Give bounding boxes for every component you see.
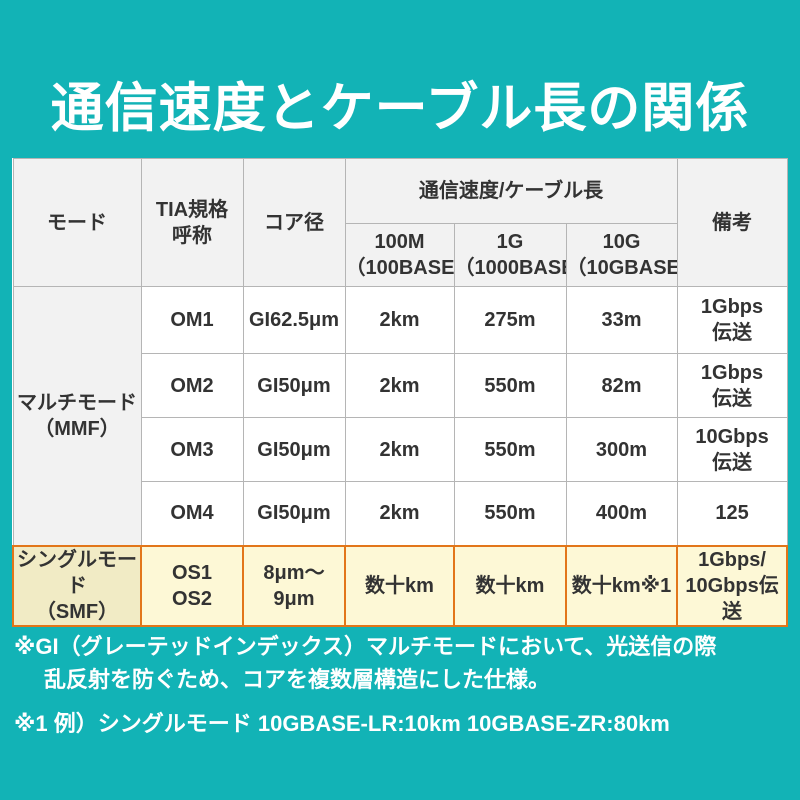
om2-core-cell: GI50μm — [242, 353, 346, 418]
footnote-gi-line1: ※GI（グレーテッドインデックス）マルチモードにおいて、光送信の際 — [14, 634, 717, 659]
page-title: 通信速度とケーブル長の関係 — [50, 79, 750, 138]
header-row-sub: 100M （100BASE） 1G （1000BASE） 10G （10GBAS… — [13, 223, 787, 287]
header-mode: モード — [12, 158, 142, 287]
table-row-singlemode: シングルモード （SMF） OS1 OS2 8μm～ 9μm 数十km 数十km… — [12, 544, 789, 627]
table-row-om4: OM4 GI50μm 2km 550m 400m 125 — [13, 481, 788, 546]
header-speed-cable-length-group: 通信速度/ケーブル長 — [344, 158, 678, 224]
om4-10g-cell: 400m — [565, 481, 678, 546]
footnote-ref1: ※1 例）シングルモード 10GBASE-LR:10km 10GBASE-ZR:… — [14, 711, 670, 736]
om2-remarks-cell: 1Gbps 伝送 — [676, 353, 788, 418]
om1-core-cell: GI62.5μm — [242, 286, 346, 354]
smf-100m-cell: 数十km — [344, 544, 455, 627]
om1-1g-cell: 275m — [453, 286, 567, 354]
smf-tia-cell: OS1 OS2 — [140, 544, 244, 627]
smf-10g-cell: 数十km※1 — [564, 544, 679, 627]
multimode-label-cell: マルチモード （MMF） — [12, 286, 142, 546]
footnote-gi: ※GI（グレーテッドインデックス）マルチモードにおいて、光送信の際乱反射を防ぐた… — [14, 630, 790, 696]
om3-100m-cell: 2km — [344, 417, 455, 482]
header-remarks: 備考 — [676, 158, 788, 287]
header-1g-1000base: 1G （1000BASE） — [453, 223, 567, 287]
om2-100m-cell: 2km — [344, 353, 455, 418]
smf-remarks-cell: 1Gbps/ 10Gbps伝送 — [676, 544, 789, 627]
header-10g-10gbase: 10G （10GBASE） — [565, 223, 678, 287]
om3-1g-cell: 550m — [453, 417, 567, 482]
om3-10g-cell: 300m — [565, 417, 678, 482]
om2-1g-cell: 550m — [453, 353, 567, 418]
speed-cable-length-table: モード TIA規格 呼称 コア径 通信速度/ケーブル長 備考 100M （100… — [12, 158, 789, 627]
table-row-om1: マルチモード （MMF） OM1 GI62.5μm 2km 275m 33m 1… — [12, 286, 788, 546]
smf-1g-cell: 数十km — [453, 544, 567, 627]
om1-remarks-cell: 1Gbps 伝送 — [676, 286, 788, 354]
om1-100m-cell: 2km — [344, 286, 455, 354]
om4-remarks-cell: 125 — [676, 481, 788, 546]
singlemode-label-cell: シングルモード （SMF） — [12, 544, 142, 627]
om4-core-cell: GI50μm — [242, 481, 346, 546]
smf-core-cell: 8μm～ 9μm — [242, 544, 346, 627]
header-row-top: モード TIA規格 呼称 コア径 通信速度/ケーブル長 備考 — [12, 158, 788, 287]
om4-100m-cell: 2km — [344, 481, 455, 546]
om2-tia-cell: OM2 — [140, 353, 244, 418]
om4-1g-cell: 550m — [453, 481, 567, 546]
om3-remarks-cell: 10Gbps 伝送 — [676, 417, 788, 482]
om2-10g-cell: 82m — [565, 353, 678, 418]
header-core-diameter: コア径 — [242, 158, 346, 287]
footnotes: ※GI（グレーテッドインデックス）マルチモードにおいて、光送信の際乱反射を防ぐた… — [14, 630, 790, 740]
header-tia-standard: TIA規格 呼称 — [140, 158, 244, 287]
om1-tia-cell: OM1 — [140, 286, 244, 354]
footnote-gi-line2: 乱反射を防ぐため、コアを複数層構造にした仕様。 — [44, 667, 551, 692]
table-row-om3: OM3 GI50μm 2km 550m 300m 10Gbps 伝送 — [13, 417, 788, 482]
om1-10g-cell: 33m — [565, 286, 678, 354]
om4-tia-cell: OM4 — [140, 481, 244, 546]
header-100m-100base: 100M （100BASE） — [344, 223, 455, 287]
om3-core-cell: GI50μm — [242, 417, 346, 482]
om3-tia-cell: OM3 — [140, 417, 244, 482]
